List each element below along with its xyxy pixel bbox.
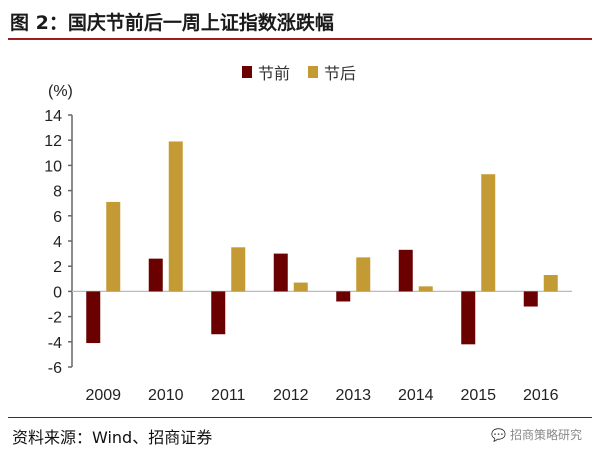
bar-before-2014	[398, 249, 413, 292]
bar-before-2016	[523, 291, 538, 307]
bar-after-2014	[418, 286, 433, 292]
y-tick-label: 2	[53, 259, 62, 276]
figure-title: 图 2：国庆节前后一周上证指数涨跌幅	[10, 12, 334, 34]
bar-before-2009	[86, 291, 101, 344]
legend-swatch	[308, 66, 319, 78]
y-tick-label: 14	[44, 108, 62, 125]
bar-after-2012	[293, 282, 308, 292]
x-tick-label: 2013	[335, 387, 371, 404]
y-tick-label: -2	[48, 310, 62, 327]
bar-before-2010	[148, 258, 163, 292]
y-tick-label: 8	[53, 184, 62, 201]
bar-before-2015	[461, 291, 476, 345]
bar-before-2012	[273, 253, 288, 292]
legend-label: 节后	[324, 64, 357, 83]
y-tick-label: 0	[53, 284, 62, 301]
title-divider	[8, 38, 592, 40]
footer-divider	[8, 417, 592, 418]
source-note: 资料来源：Wind、招商证券	[12, 428, 213, 447]
x-tick-label: 2012	[273, 387, 309, 404]
x-tick-label: 2009	[85, 387, 121, 404]
bar-after-2009	[106, 201, 121, 292]
legend: 节前 节后	[242, 60, 356, 84]
bar-after-2016	[543, 275, 558, 292]
legend-label: 节前	[258, 64, 291, 83]
x-tick-label: 2014	[398, 387, 434, 404]
bar-before-2011	[211, 291, 226, 335]
y-tick-label: 4	[53, 234, 62, 251]
y-tick-label: 12	[44, 133, 62, 150]
bar-after-2015	[481, 174, 496, 292]
bar-after-2011	[231, 247, 246, 292]
watermark: 💬 招商策略研究	[491, 426, 582, 443]
legend-item-before: 节前	[242, 60, 290, 84]
legend-swatch	[242, 66, 252, 78]
x-tick-label: 2011	[211, 387, 246, 404]
x-tick-label: 2015	[460, 387, 496, 404]
bar-before-2013	[336, 291, 351, 302]
y-unit-label: (%)	[48, 83, 73, 100]
y-tick-label: 10	[44, 158, 62, 175]
wechat-icon: 💬	[491, 427, 506, 442]
bar-after-2010	[168, 141, 183, 292]
y-tick-label: -6	[48, 360, 62, 377]
bar-after-2013	[356, 257, 371, 292]
x-tick-label: 2010	[148, 387, 184, 404]
legend-item-after: 节后	[308, 60, 356, 84]
watermark-text: 招商策略研究	[509, 428, 582, 442]
y-tick-label: 6	[53, 209, 62, 226]
y-tick-label: -4	[48, 335, 62, 352]
x-tick-label: 2016	[523, 387, 559, 404]
